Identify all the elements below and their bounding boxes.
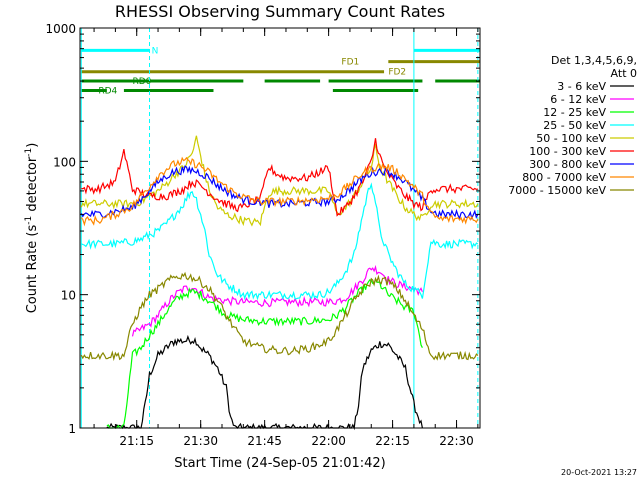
state-bars: N FD1 FD2 RD0 RD4 (81, 46, 480, 96)
legend-label-0: 3 - 6 keV (557, 80, 606, 93)
state-bar-label-rd0: RD0 (132, 77, 151, 87)
y-tick-label-1: 10 (61, 289, 76, 303)
series-lines (80, 135, 479, 431)
state-bar-label-n: N (152, 46, 159, 56)
y-axis-ticks: 1 10 100 1000 (45, 22, 480, 436)
series-line-1 (131, 264, 423, 337)
legend-label-8: 7000 - 15000 keV (508, 184, 606, 197)
y-axis-label: Count Rate (s-1 detector-1) (24, 143, 40, 314)
x-tick-label-1: 21:30 (183, 434, 218, 448)
series-line-8 (80, 271, 479, 362)
series-line-6 (80, 165, 479, 220)
state-bar-label-fd2: FD2 (388, 68, 406, 78)
vertical-markers (80, 28, 479, 428)
x-axis-label: Start Time (24-Sep-05 21:01:42) (174, 456, 385, 471)
state-bar-label-fd1: FD1 (341, 58, 359, 68)
y-tick-label-0: 1 (68, 422, 76, 436)
series-line-4 (80, 135, 479, 227)
legend-label-2: 12 - 25 keV (543, 106, 606, 119)
y-axis-label-part3: ) (25, 143, 40, 148)
legend-label-4: 50 - 100 keV (536, 132, 606, 145)
legend-label-7: 800 - 7000 keV (522, 171, 606, 184)
plot-frame (79, 27, 481, 429)
x-tick-label-3: 22:00 (311, 434, 346, 448)
timestamp: 20-Oct-2021 13:27 (561, 468, 637, 477)
y-tick-label-3: 1000 (45, 22, 76, 36)
legend-label-3: 25 - 50 keV (543, 119, 606, 132)
y-axis-label-sup1: -1 (24, 216, 34, 225)
y-axis-label-sup2: -1 (24, 148, 34, 157)
x-tick-label-5: 22:30 (439, 434, 474, 448)
x-axis-ticks: 21:15 21:30 21:45 22:00 22:15 22:30 (93, 28, 479, 448)
x-tick-label-2: 21:45 (247, 434, 282, 448)
legend-label-6: 300 - 800 keV (529, 158, 606, 171)
x-tick-label-0: 21:15 (119, 434, 154, 448)
x-tick-label-4: 22:15 (375, 434, 410, 448)
series-line-3 (81, 182, 479, 301)
y-tick-label-2: 100 (53, 155, 76, 169)
legend-label-1: 6 - 12 keV (550, 93, 606, 106)
y-axis-label-part2: detector (25, 156, 40, 216)
legend-label-5: 100 - 300 keV (529, 145, 606, 158)
series-line-7 (80, 156, 479, 227)
legend-header-line1: Det 1,3,4,5,6,9, (551, 54, 637, 67)
state-bar-label-rd4: RD4 (98, 86, 117, 96)
legend-header-line2: Att 0 (611, 67, 637, 80)
chart-title: RHESSI Observing Summary Count Rates (115, 2, 445, 21)
y-axis-label-part1: Count Rate (s (25, 225, 40, 314)
